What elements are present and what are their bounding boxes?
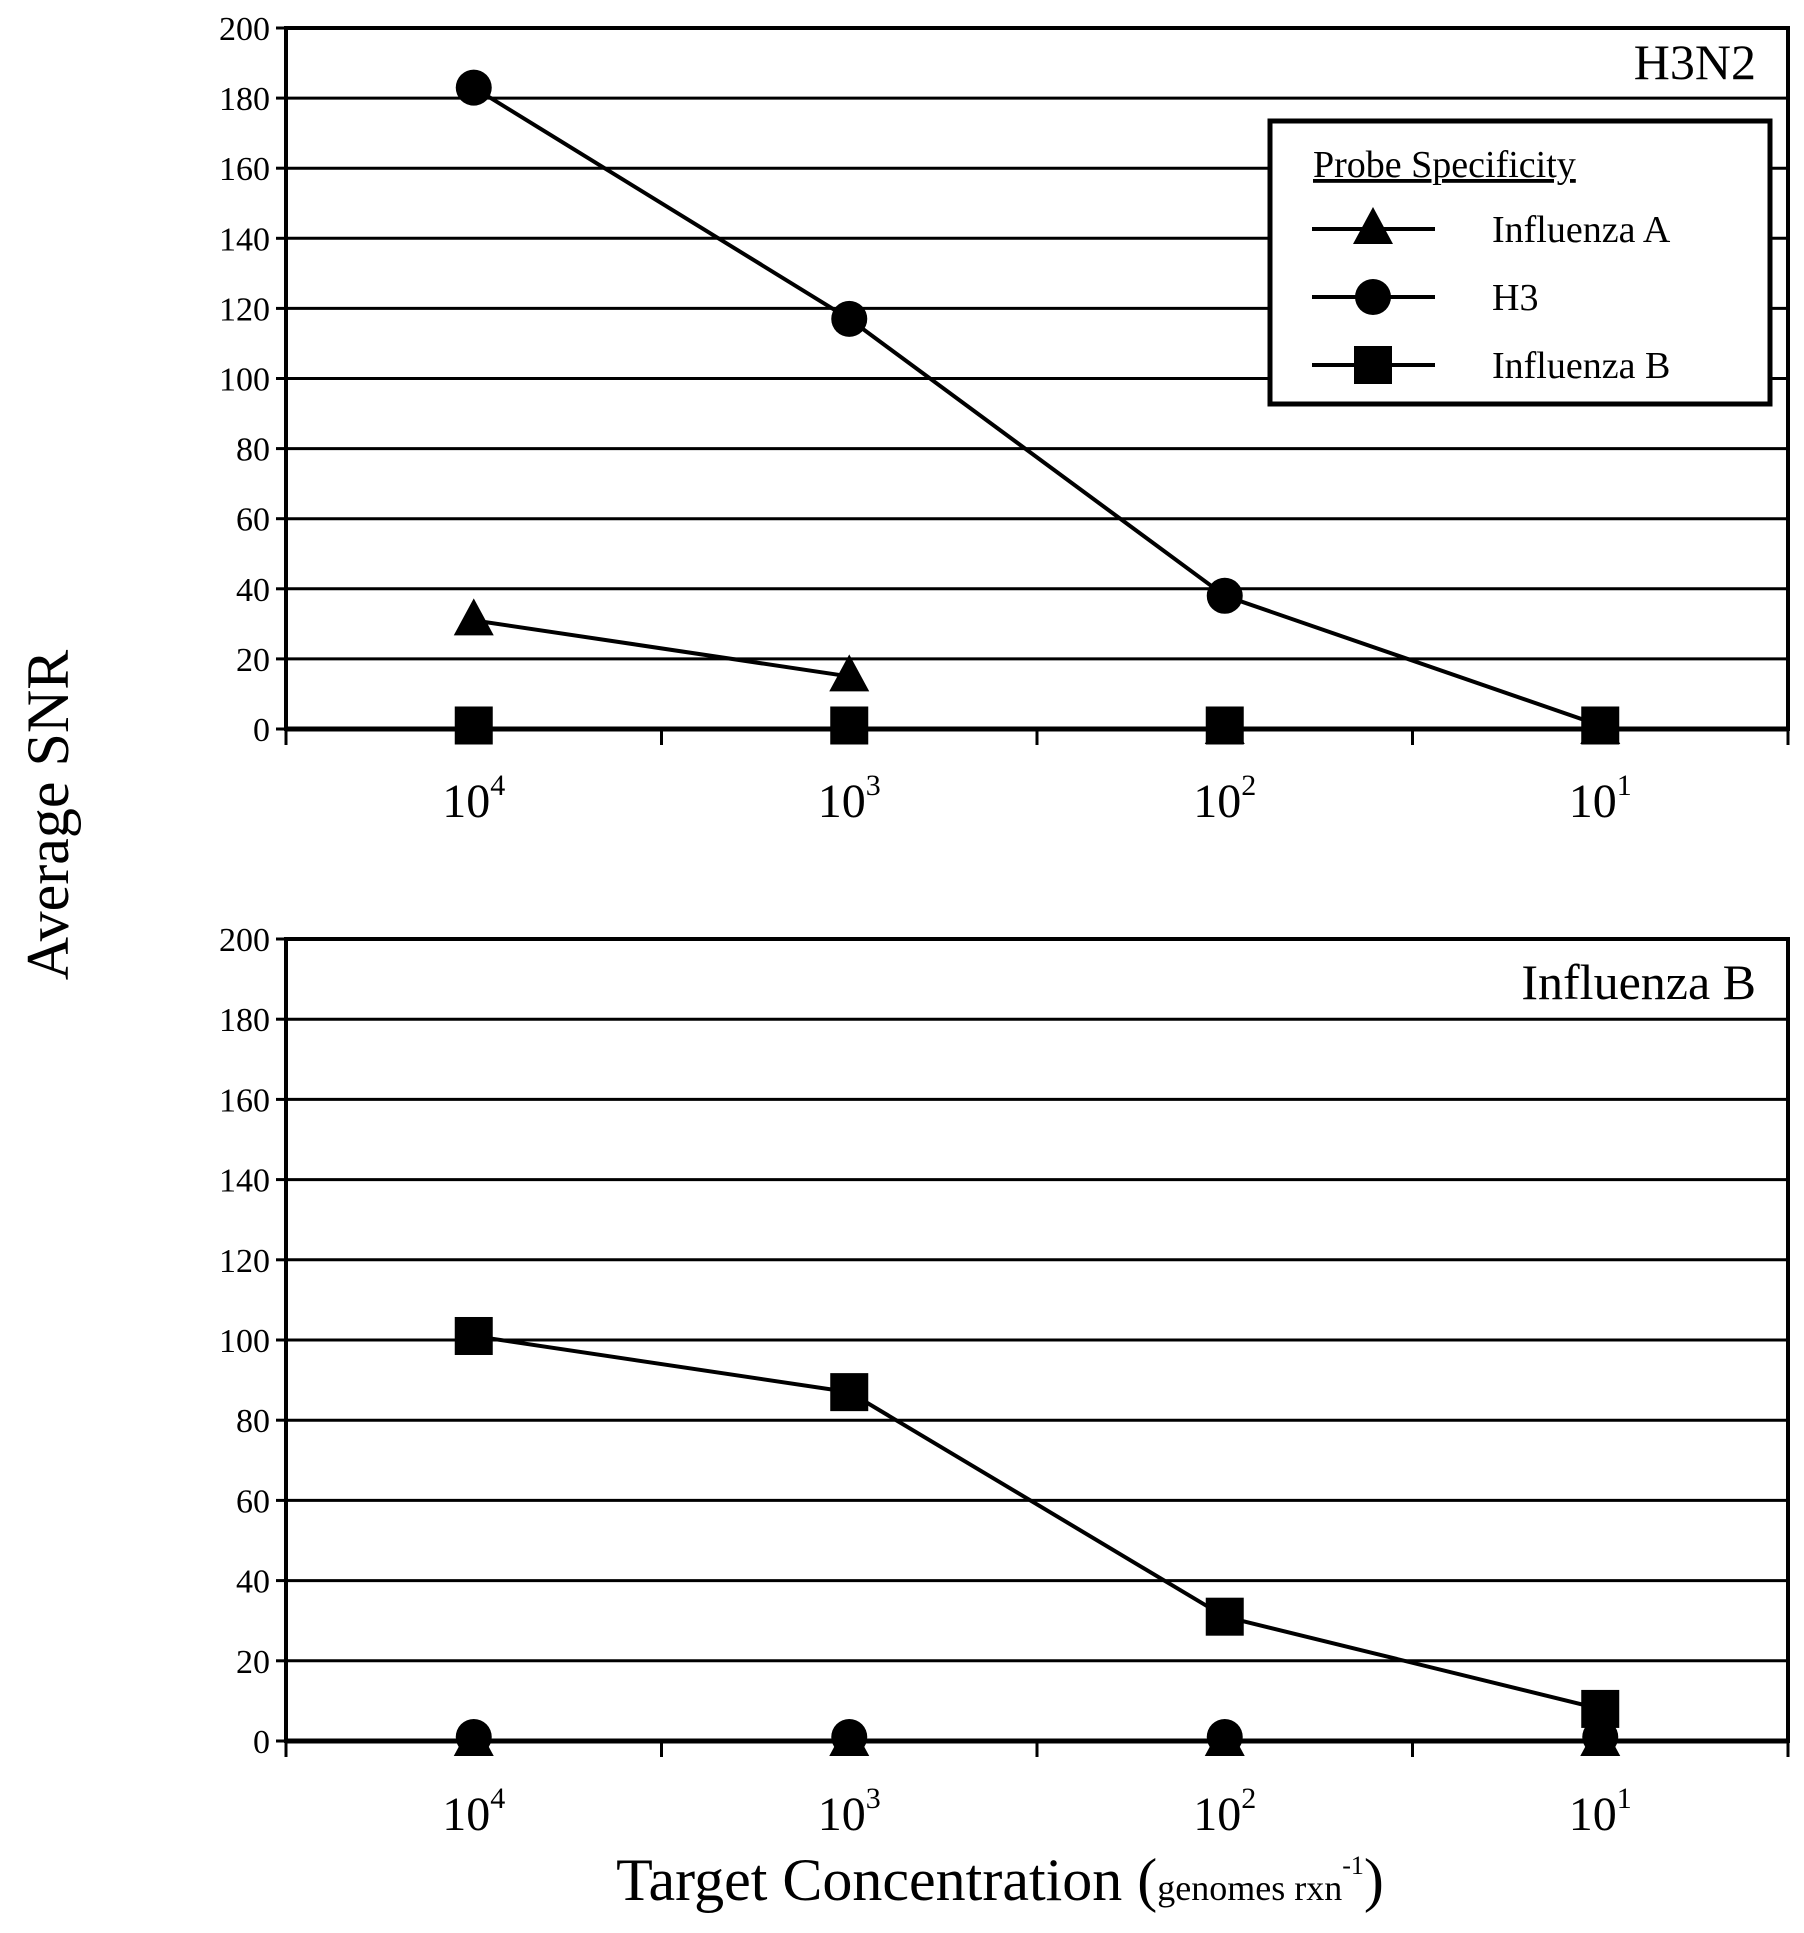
- x-tick-exponent: 1: [1617, 1782, 1632, 1815]
- x-tick-label: 103: [818, 769, 881, 828]
- y-tick-label: 80: [236, 432, 270, 469]
- point-influenza-b: [1205, 706, 1244, 745]
- x-tick-base: 10: [1569, 1788, 1617, 1841]
- point-influenza-b: [454, 706, 493, 745]
- point-h3: [1206, 577, 1243, 614]
- point-influenza-b: [1581, 1689, 1620, 1728]
- y-tick-label: 100: [219, 362, 270, 399]
- y-tick-label: 20: [236, 1644, 270, 1681]
- point-h3: [1582, 1718, 1619, 1755]
- point-influenza-a: [453, 598, 494, 636]
- y-tick-label: 60: [236, 1483, 270, 1520]
- x-tick-label: 102: [1193, 1782, 1256, 1841]
- point-influenza-b: [830, 1373, 869, 1412]
- legend-label: Influenza B: [1492, 345, 1670, 387]
- legend-label: Influenza A: [1492, 209, 1671, 251]
- x-tick-label: 102: [1193, 769, 1256, 828]
- x-tick-exponent: 2: [1241, 1782, 1256, 1815]
- x-tick-label: 104: [442, 1782, 505, 1841]
- y-tick-label: 100: [219, 1323, 270, 1360]
- x-axis-title-main: Target Concentration (: [616, 1847, 1157, 1913]
- x-tick-exponent: 1: [1617, 769, 1632, 802]
- point-influenza-a: [829, 654, 870, 692]
- y-tick-label: 120: [219, 291, 270, 328]
- legend-marker-influenza-a: [1353, 207, 1393, 244]
- x-tick-label: 103: [818, 1782, 881, 1841]
- point-h3: [455, 69, 492, 106]
- point-influenza-b: [830, 706, 869, 745]
- point-h3: [831, 1718, 868, 1755]
- y-tick-label: 200: [219, 11, 270, 48]
- legend-label: H3: [1492, 277, 1538, 319]
- series-line-influenza-b: [1224, 1614, 1601, 1711]
- y-axis-title: Average SNR: [15, 650, 81, 980]
- y-tick-label: 120: [219, 1243, 270, 1280]
- x-tick-exponent: 3: [866, 769, 881, 802]
- x-tick-base: 10: [818, 775, 866, 828]
- x-axis-title-close: ): [1364, 1847, 1384, 1913]
- x-axis-title: Target Concentration (genomes rxn-1): [616, 1847, 1384, 1913]
- x-tick-base: 10: [818, 1788, 866, 1841]
- legend: Probe Specificity Influenza AH3Influenza…: [1267, 118, 1773, 407]
- point-influenza-b: [1205, 1597, 1244, 1636]
- point-influenza-b: [454, 1316, 493, 1355]
- point-h3: [1206, 1718, 1243, 1755]
- x-axis-title-unit: genomes rxn: [1157, 1868, 1342, 1908]
- y-tick-label: 180: [219, 1002, 270, 1039]
- x-tick-base: 10: [1569, 775, 1617, 828]
- point-h3: [831, 300, 868, 337]
- panel-title: Influenza B: [1521, 954, 1756, 1010]
- series-line-influenza-b: [848, 1390, 1226, 1619]
- point-h3: [455, 1718, 492, 1755]
- x-tick-exponent: 3: [866, 1782, 881, 1815]
- series-line-h3: [1224, 593, 1601, 728]
- y-tick-label: 160: [219, 1082, 270, 1119]
- x-tick-base: 10: [442, 1788, 490, 1841]
- series-line-h3: [472, 85, 851, 321]
- x-tick-label: 101: [1569, 1782, 1632, 1841]
- y-tick-label: 200: [219, 922, 270, 959]
- legend-items: Influenza A H3 Influenza B: [1312, 207, 1671, 387]
- x-tick-exponent: 2: [1241, 769, 1256, 802]
- y-tick-label: 40: [236, 1564, 270, 1601]
- series-line-h3: [848, 317, 1226, 598]
- y-tick-label: 140: [219, 221, 270, 258]
- y-tick-label: 140: [219, 1163, 270, 1200]
- x-tick-exponent: 4: [490, 769, 505, 802]
- x-tick-base: 10: [1193, 1788, 1241, 1841]
- y-tick-label: 40: [236, 572, 270, 609]
- y-tick-label: 0: [253, 712, 270, 749]
- legend-title: Probe Specificity: [1313, 144, 1576, 186]
- legend-box: [1267, 118, 1773, 407]
- y-tick-label: 20: [236, 642, 270, 679]
- series-line-influenza-a: [473, 618, 850, 679]
- legend-marker-influenza-b: [1354, 346, 1392, 384]
- y-tick-label: 0: [253, 1724, 270, 1761]
- x-tick-label: 101: [1569, 769, 1632, 828]
- y-tick-label: 180: [219, 81, 270, 118]
- x-tick-exponent: 4: [490, 1782, 505, 1815]
- x-tick-base: 10: [1193, 775, 1241, 828]
- x-tick-label: 104: [442, 769, 505, 828]
- point-influenza-b: [1581, 706, 1620, 745]
- series-line-influenza-b: [473, 1334, 850, 1395]
- legend-marker-h3: [1355, 279, 1391, 315]
- y-tick-label: 60: [236, 502, 270, 539]
- x-axis-title-exponent: -1: [1342, 1851, 1364, 1880]
- x-tick-base: 10: [442, 775, 490, 828]
- y-tick-label: 80: [236, 1403, 270, 1440]
- y-tick-label: 160: [219, 151, 270, 188]
- panel-title: H3N2: [1634, 34, 1756, 90]
